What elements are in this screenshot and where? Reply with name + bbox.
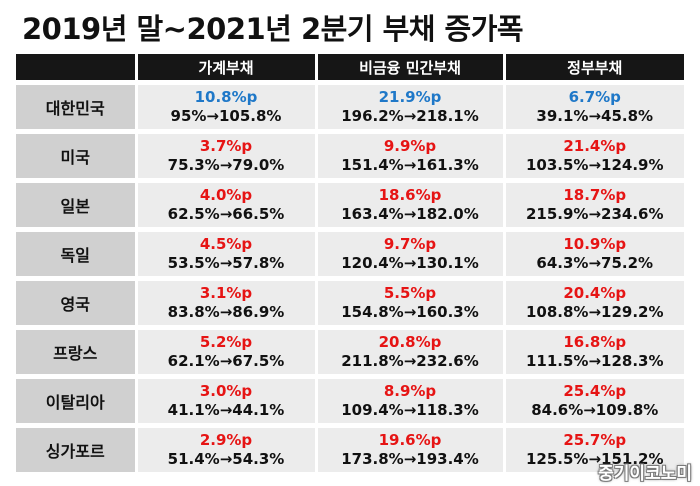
- country-name: 일본: [16, 178, 136, 230]
- ratio-range: 154.8%→160.3%: [341, 303, 479, 321]
- ratio-range: 75.3%→79.0%: [167, 156, 285, 174]
- country-name: 프랑스: [16, 325, 136, 377]
- cell-household-debt: 3.0%p 41.1%→44.1%: [134, 374, 316, 426]
- cell-government-debt: 21.4%p 103.5%→124.9%: [502, 129, 684, 181]
- ratio-range: 51.4%→54.3%: [167, 450, 285, 468]
- cell-household-debt: 3.1%p 83.8%→86.9%: [134, 276, 316, 328]
- table-row: 대한민국 10.8%p 95%→105.8% 21.9%p 196.2%→218.1% 6…: [16, 80, 684, 132]
- increase-value: 5.2%p: [199, 333, 253, 351]
- ratio-range: 163.4%→182.0%: [341, 205, 479, 223]
- cell-household-debt: 2.9%p 51.4%→54.3%: [134, 423, 316, 472]
- ratio-range: 151.4%→161.3%: [341, 156, 479, 174]
- cell-private-nonfinancial-debt: 20.8%p 211.8%→232.6%: [314, 325, 504, 377]
- ratio-range: 173.8%→193.4%: [341, 450, 479, 468]
- cell-household-debt: 10.8%p 95%→105.8%: [134, 80, 316, 132]
- cell-household-debt: 5.2%p 62.1%→67.5%: [134, 325, 316, 377]
- increase-value: 18.7%p: [563, 186, 627, 204]
- country-name: 미국: [16, 129, 136, 181]
- increase-value: 10.8%p: [194, 88, 258, 106]
- increase-value: 9.7%p: [383, 235, 437, 253]
- increase-value: 6.7%p: [568, 88, 621, 106]
- cell-government-debt: 20.4%p 108.8%→129.2%: [502, 276, 684, 328]
- cell-household-debt: 4.5%p 53.5%→57.8%: [134, 227, 316, 279]
- ratio-range: 125.5%→151.2%: [525, 450, 664, 468]
- increase-value: 8.9%p: [383, 382, 437, 400]
- header-country: [16, 54, 136, 83]
- table-row: 이탈리아 3.0%p 41.1%→44.1% 8.9%p 109.4%→118.3% 25…: [16, 374, 684, 426]
- ratio-range: 103.5%→124.9%: [525, 156, 664, 174]
- header-government-debt: 정부부채: [502, 54, 684, 83]
- cell-government-debt: 10.9%p 64.3%→75.2%: [502, 227, 684, 279]
- increase-value: 10.9%p: [563, 235, 627, 253]
- ratio-range: 196.2%→218.1%: [341, 107, 479, 125]
- cell-household-debt: 4.0%p 62.5%→66.5%: [134, 178, 316, 230]
- table-row: 영국 3.1%p 83.8%→86.9% 5.5%p 154.8%→160.3% 20.4…: [16, 276, 684, 328]
- cell-private-nonfinancial-debt: 9.9%p 151.4%→161.3%: [314, 129, 504, 181]
- increase-value: 19.6%p: [378, 431, 442, 449]
- ratio-range: 95%→105.8%: [170, 107, 282, 125]
- ratio-range: 84.6%→109.8%: [531, 401, 659, 419]
- debt-increase-table: 가계부채 비금융 민간부채 정부부채 대한민국 10.8%p 95%→105.8% 2…: [16, 54, 684, 472]
- increase-value: 5.5%p: [383, 284, 437, 302]
- increase-value: 25.7%p: [563, 431, 627, 449]
- increase-value: 3.1%p: [199, 284, 253, 302]
- page-title: 2019년 말~2021년 2분기 부채 증가폭: [22, 12, 524, 46]
- increase-value: 25.4%p: [563, 382, 627, 400]
- ratio-range: 120.4%→130.1%: [341, 254, 479, 272]
- ratio-range: 41.1%→44.1%: [167, 401, 285, 419]
- country-name: 대한민국: [16, 80, 136, 132]
- cell-household-debt: 3.7%p 75.3%→79.0%: [134, 129, 316, 181]
- country-name: 영국: [16, 276, 136, 328]
- table-row: 일본 4.0%p 62.5%→66.5% 18.6%p 163.4%→182.0% 18.…: [16, 178, 684, 230]
- ratio-range: 39.1%→45.8%: [536, 107, 654, 125]
- ratio-range: 215.9%→234.6%: [525, 205, 664, 223]
- increase-value: 9.9%p: [383, 137, 437, 155]
- ratio-range: 211.8%→232.6%: [341, 352, 479, 370]
- increase-value: 4.0%p: [199, 186, 253, 204]
- ratio-range: 62.1%→67.5%: [167, 352, 285, 370]
- cell-government-debt: 6.7%p 39.1%→45.8%: [502, 80, 684, 132]
- cell-government-debt: 16.8%p 111.5%→128.3%: [502, 325, 684, 377]
- country-name: 이탈리아: [16, 374, 136, 426]
- table-row: 싱가포르 2.9%p 51.4%→54.3% 19.6%p 173.8%→193.4% 2…: [16, 423, 684, 472]
- increase-value: 18.6%p: [378, 186, 442, 204]
- header-household-debt: 가계부채: [134, 54, 316, 83]
- header-row: 가계부채 비금융 민간부채 정부부채: [16, 54, 684, 83]
- cell-private-nonfinancial-debt: 5.5%p 154.8%→160.3%: [314, 276, 504, 328]
- cell-private-nonfinancial-debt: 9.7%p 120.4%→130.1%: [314, 227, 504, 279]
- increase-value: 2.9%p: [199, 431, 253, 449]
- ratio-range: 53.5%→57.8%: [167, 254, 285, 272]
- country-name: 싱가포르: [16, 423, 136, 472]
- cell-government-debt: 18.7%p 215.9%→234.6%: [502, 178, 684, 230]
- ratio-range: 109.4%→118.3%: [341, 401, 479, 419]
- table-row: 미국 3.7%p 75.3%→79.0% 9.9%p 151.4%→161.3% 21.4…: [16, 129, 684, 181]
- increase-value: 21.9%p: [378, 88, 442, 106]
- increase-value: 20.8%p: [378, 333, 442, 351]
- cell-private-nonfinancial-debt: 8.9%p 109.4%→118.3%: [314, 374, 504, 426]
- increase-value: 16.8%p: [563, 333, 627, 351]
- increase-value: 20.4%p: [563, 284, 627, 302]
- increase-value: 3.0%p: [199, 382, 253, 400]
- watermark-logo: 중기이코노미: [598, 464, 692, 484]
- cell-government-debt: 25.7%p 125.5%→151.2%: [502, 423, 684, 472]
- increase-value: 21.4%p: [563, 137, 627, 155]
- country-name: 독일: [16, 227, 136, 279]
- increase-value: 4.5%p: [199, 235, 253, 253]
- ratio-range: 62.5%→66.5%: [167, 205, 285, 223]
- increase-value: 3.7%p: [199, 137, 253, 155]
- ratio-range: 64.3%→75.2%: [536, 254, 654, 272]
- table-row: 프랑스 5.2%p 62.1%→67.5% 20.8%p 211.8%→232.6% 16…: [16, 325, 684, 377]
- cell-private-nonfinancial-debt: 18.6%p 163.4%→182.0%: [314, 178, 504, 230]
- cell-government-debt: 25.4%p 84.6%→109.8%: [502, 374, 684, 426]
- ratio-range: 111.5%→128.3%: [525, 352, 664, 370]
- header-private-nonfinancial-debt: 비금융 민간부채: [314, 54, 504, 83]
- cell-private-nonfinancial-debt: 21.9%p 196.2%→218.1%: [314, 80, 504, 132]
- cell-private-nonfinancial-debt: 19.6%p 173.8%→193.4%: [314, 423, 504, 472]
- ratio-range: 83.8%→86.9%: [167, 303, 285, 321]
- ratio-range: 108.8%→129.2%: [525, 303, 664, 321]
- table-row: 독일 4.5%p 53.5%→57.8% 9.7%p 120.4%→130.1% 10.9…: [16, 227, 684, 279]
